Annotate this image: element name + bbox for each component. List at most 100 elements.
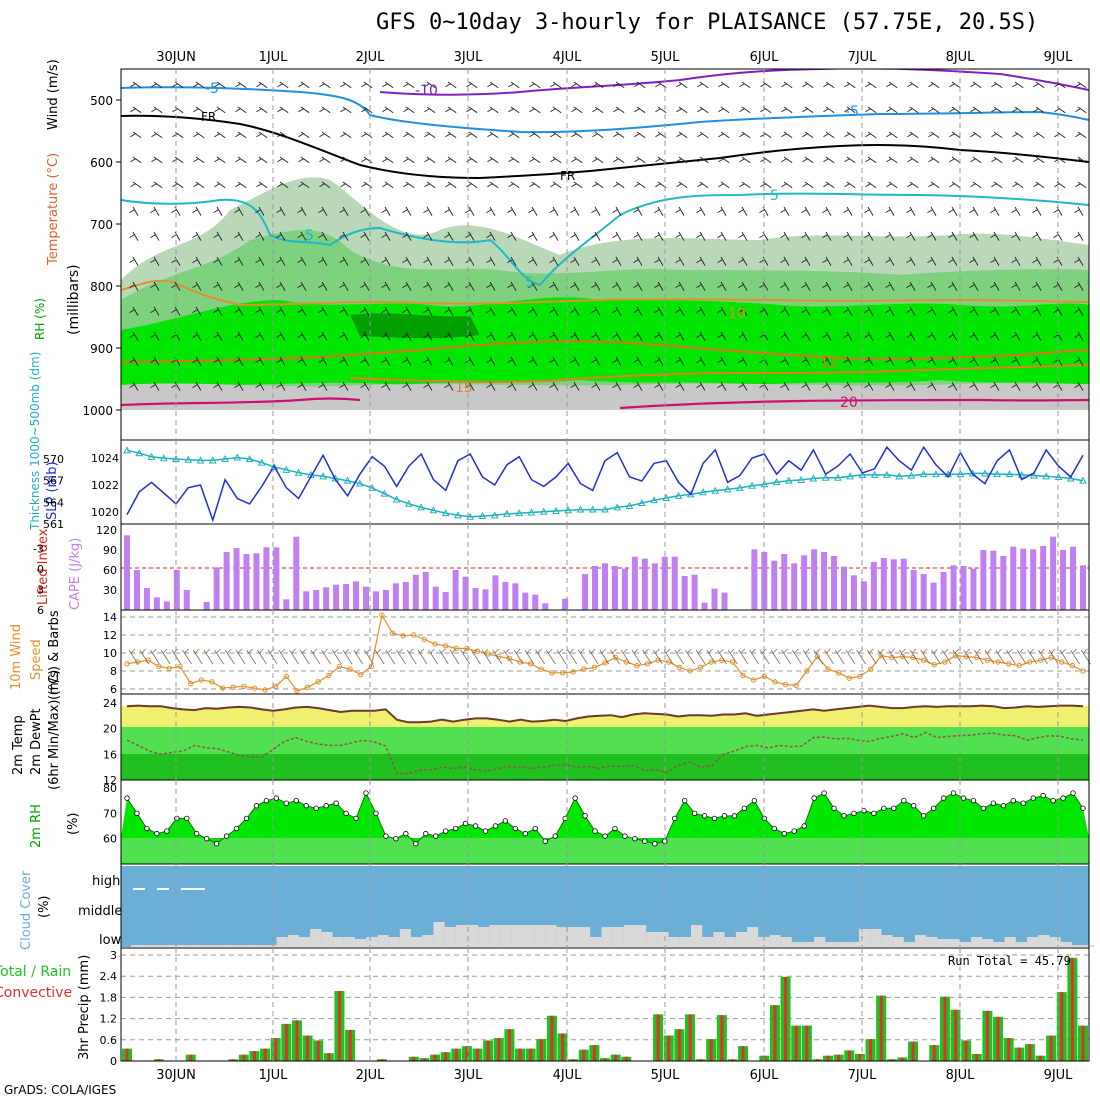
wind-barb [633,281,643,291]
low-cloud-bar [231,945,243,947]
cape-bar [771,560,778,610]
wind-barb [466,181,478,189]
wind-barb [508,81,520,89]
wind-speed-point [421,636,428,643]
wind-barb [781,181,793,189]
surface-wind-barb [727,648,738,665]
low-cloud-bar [993,942,1005,947]
wind-barb [528,256,538,266]
wind-speed-point [814,653,821,660]
surface-wind-barb [599,648,610,665]
rh-point [1070,790,1076,796]
wind-barb [654,256,664,266]
li-tick-label: 6 [37,604,44,617]
wind-barb [297,331,307,341]
wind-barb [927,206,937,216]
precip-conv-bar [932,1045,936,1061]
thickness-point [441,509,450,517]
wind-barb [823,81,835,89]
wind-speed-point [219,685,226,691]
chart-title: GFS 0~10day 3-hourly for PLAISANCE (57.7… [376,10,1039,35]
wind-barb [843,206,853,216]
wind-barb [1011,206,1021,216]
precip-conv-bar [518,1048,522,1061]
rh-tick-label: 60 [103,833,117,846]
thickness-point [785,476,793,484]
wind-barb [445,81,457,89]
precip-conv-bar [1060,992,1064,1061]
wind-barb [718,81,730,89]
label-convective: Convective [0,985,72,1001]
surface-wind-barb [513,648,524,665]
wind-barb [234,331,244,341]
surface-wind-barb [941,648,952,665]
surface-wind-barb [417,648,428,665]
low-cloud-bar [567,927,579,947]
wind-barb [256,181,268,189]
wind-barb [591,306,601,316]
thickness-point [637,499,646,507]
precip-conv-bar [847,1050,851,1061]
thickness-point [159,454,168,462]
wind-speed-point [581,666,587,672]
precip-conv-bar [592,1045,596,1061]
wind-barb [319,106,331,114]
surface-wind-barb [353,648,364,665]
wind-barb [865,156,877,164]
wind-barb [633,356,643,366]
wind-speed-point [846,675,853,681]
wind-barb [675,331,685,341]
cape-bar [681,576,688,610]
precip-conv-bar [422,1058,426,1061]
wind-barb [927,281,937,291]
rh-point [731,813,738,819]
wind-barb [298,156,310,164]
wind-barb [886,106,898,114]
wind-barb [717,231,727,241]
wind-barb [634,156,646,164]
wind-barb [1074,306,1084,316]
low-cloud-bar [836,942,848,947]
wind-barb [381,281,391,291]
surface-wind-barb [834,648,845,665]
wind-barb [487,106,499,114]
rh-point [403,830,409,837]
surface-wind-barb [150,648,160,665]
wind-barb [696,256,706,266]
wind-barb [864,256,874,266]
rh-point [701,813,708,819]
rh-point [871,810,877,817]
thickness-point [699,488,707,496]
wind-barb [193,106,205,114]
wind-barb [507,281,517,291]
wind-barb [969,331,979,341]
rh-point [124,795,130,801]
precip-conv-bar [454,1048,458,1061]
cape-bar [303,591,310,610]
precip-conv-bar [550,1015,554,1061]
wind-barb [948,306,958,316]
wind-barb [528,381,538,391]
wind-barb [382,156,394,164]
label-wind: Wind (m/s) [46,59,61,130]
wind-barb [339,381,349,391]
wind-barb [129,331,139,341]
wind-barb [864,331,874,341]
wind-barb [193,156,205,164]
wind-barb [676,181,688,189]
cape-bar [621,568,628,610]
wind-barb [360,331,370,341]
rh-point [592,828,598,834]
wind-barb [1011,256,1021,266]
wind-barb [151,181,163,189]
wind-barb [529,181,541,189]
wind-barb [487,131,499,139]
wind-tick-label: 14 [103,611,117,624]
thickness-point [968,469,977,477]
cape-bar [562,598,569,610]
thickness-point [368,483,376,491]
surface-wind-barb [706,648,717,665]
wind-barb [276,206,286,216]
low-cloud-bar [926,937,938,947]
precip-conv-bar [624,1056,628,1061]
